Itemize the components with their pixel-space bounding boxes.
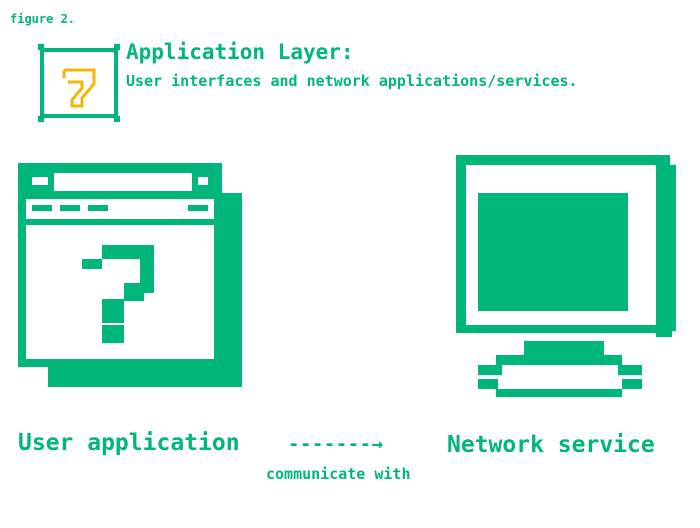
app-window-question-icon [18, 163, 244, 393]
layer-title: Application Layer: [126, 40, 354, 64]
layer-description: User interfaces and network applications… [126, 72, 578, 90]
figure-label: figure 2. [10, 12, 76, 26]
user-application-label: User application [18, 430, 240, 456]
seven-badge-icon [38, 44, 120, 126]
network-service-label: Network service [447, 432, 655, 458]
connector-arrow: -------→ [288, 433, 384, 455]
relation-label: communicate with [266, 465, 411, 483]
monitor-icon [452, 153, 684, 403]
